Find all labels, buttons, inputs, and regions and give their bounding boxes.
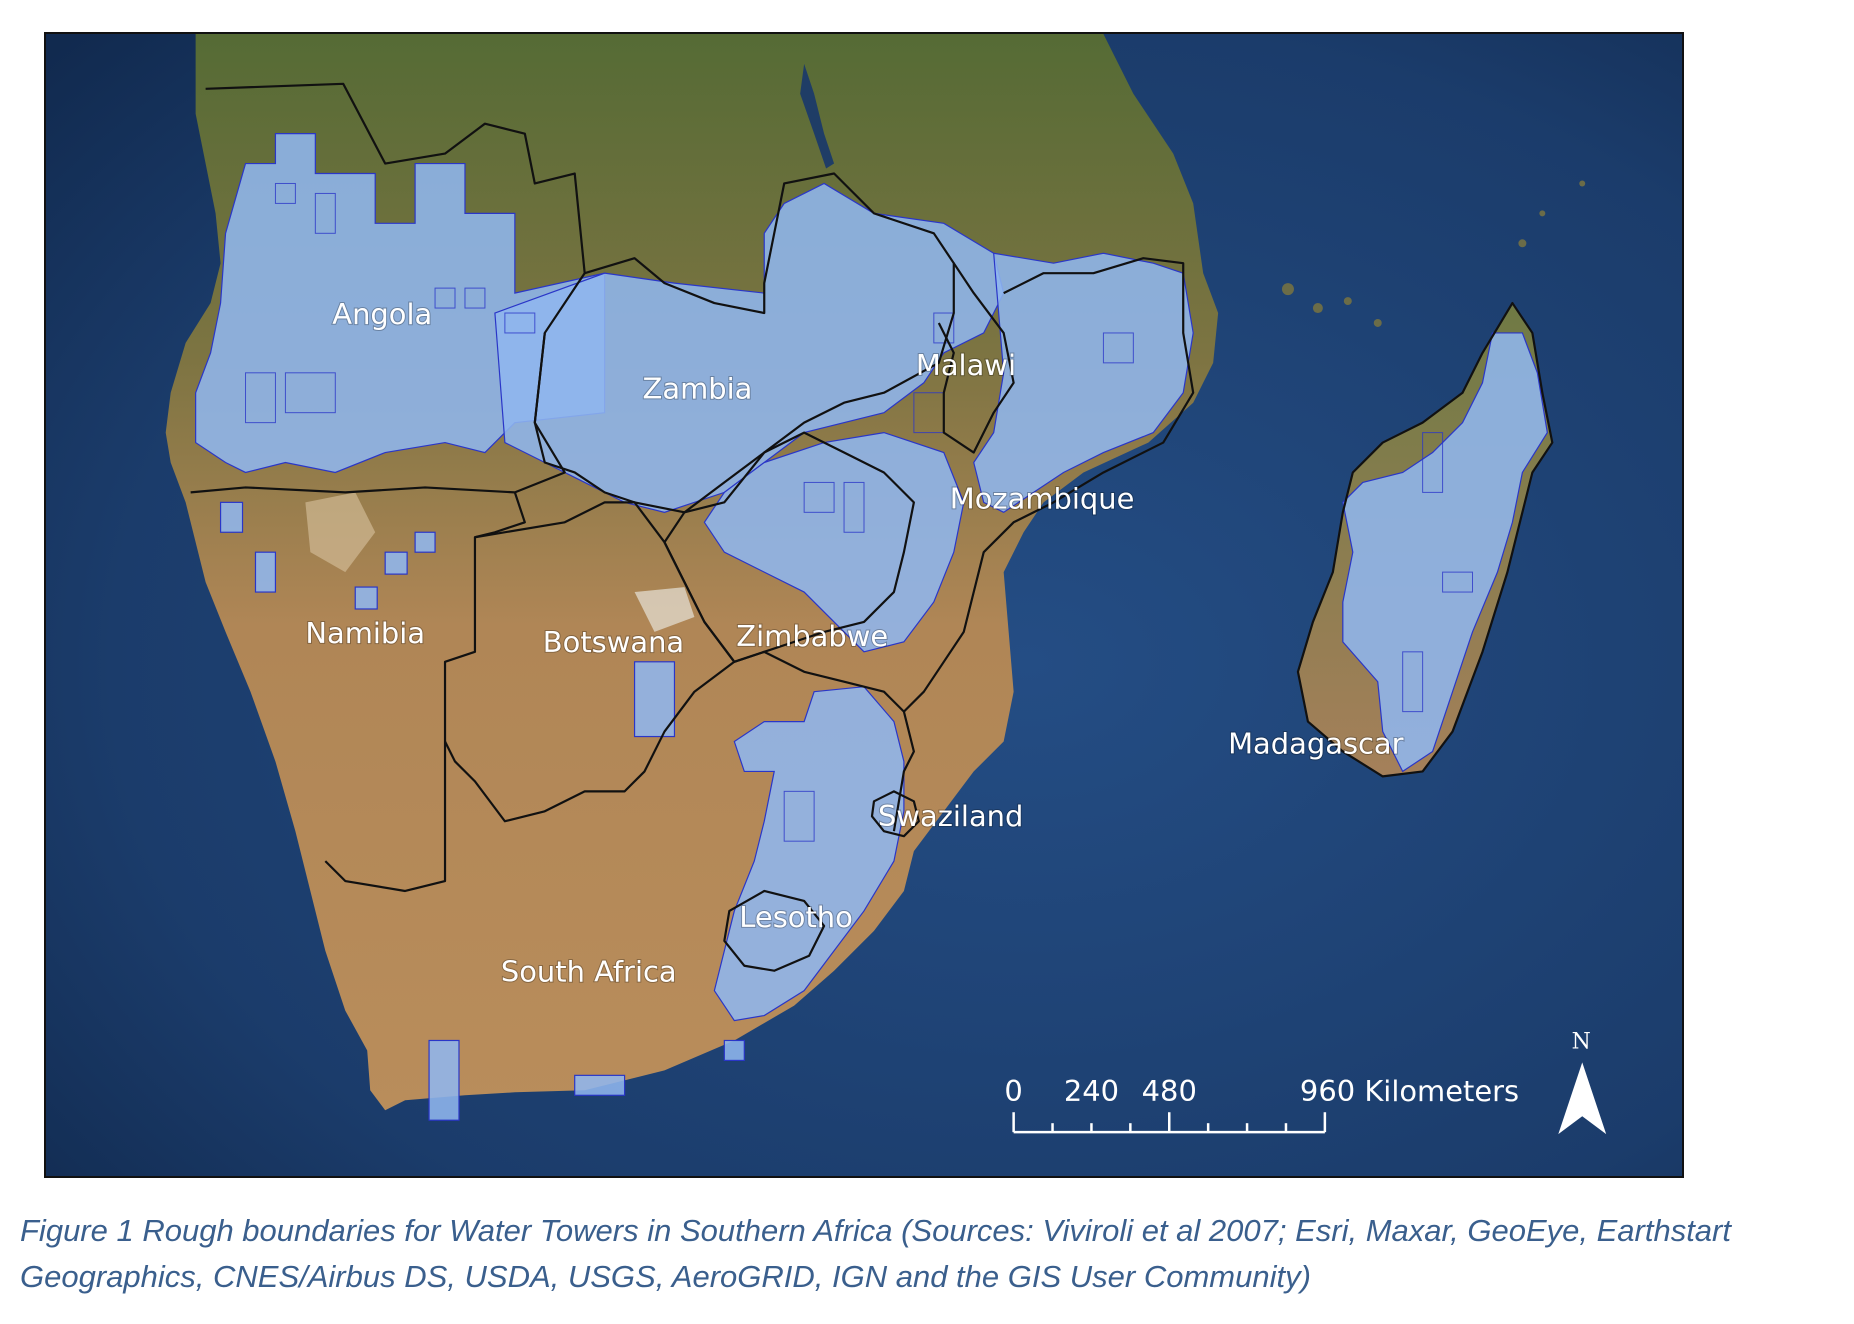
water-tower-namibia-4: [384, 551, 408, 575]
border-madagascar: [1296, 301, 1554, 778]
label-zimbabwe: Zimbabwe: [736, 619, 888, 653]
north-label: N: [1572, 1029, 1591, 1054]
water-tower-botswana: [633, 661, 676, 738]
water-tower-madagascar: [1342, 332, 1548, 773]
water-tower-western-cape-2: [574, 1074, 626, 1096]
border-botswana: [444, 501, 736, 823]
north-arrow-icon: [1558, 1062, 1607, 1135]
water-tower-zambia: [494, 182, 1005, 513]
water-tower-namibia-5: [414, 531, 436, 553]
satellite-map: Angola Zambia Malawi Mozambique Namibia …: [46, 34, 1682, 1176]
water-tower-regions: [195, 133, 1548, 1121]
scale-label-240: 240: [1064, 1074, 1119, 1108]
label-namibia: Namibia: [305, 616, 425, 650]
border-malawi: [937, 262, 1015, 454]
label-lesotho: Lesotho: [739, 900, 853, 934]
caption-line-2: Geographics, CNES/Airbus DS, USDA, USGS,…: [20, 1259, 1311, 1294]
label-malawi: Malawi: [916, 348, 1016, 382]
scale-label-0: 0: [1004, 1074, 1022, 1108]
desert-patch: [305, 492, 376, 573]
water-tower-western-cape-1: [428, 1039, 460, 1121]
map-frame: Angola Zambia Malawi Mozambique Namibia …: [44, 32, 1684, 1178]
water-tower-south-africa-east: [713, 686, 905, 1022]
scale-bar: 0 240 480 960 Kilometers: [1004, 1074, 1519, 1134]
water-tower-south-1: [723, 1039, 745, 1062]
label-south-africa: South Africa: [501, 955, 677, 989]
country-labels: Angola Zambia Malawi Mozambique Namibia …: [304, 296, 1404, 990]
country-borders: [190, 82, 1554, 972]
caption-line-1: Figure 1 Rough boundaries for Water Towe…: [20, 1213, 1731, 1248]
label-zambia: Zambia: [643, 372, 753, 406]
label-angola: Angola: [332, 297, 432, 331]
border-namibia-east: [324, 492, 526, 893]
water-tower-namibia-2: [254, 551, 277, 593]
label-botswana: Botswana: [543, 625, 684, 659]
water-tower-namibia-3: [354, 586, 378, 610]
label-madagascar: Madagascar: [1228, 726, 1404, 760]
lake-tanganyika: [800, 63, 835, 169]
comoros-islands: [1281, 180, 1586, 327]
figure-caption: Figure 1 Rough boundaries for Water Towe…: [20, 1208, 1840, 1300]
border-lesotho: [723, 889, 826, 972]
border-south-africa-north: [733, 650, 915, 832]
north-arrow: N: [1558, 1029, 1607, 1135]
scale-label-480: 480: [1142, 1074, 1197, 1108]
scale-bar-line: [1012, 1112, 1327, 1134]
scale-label-960: 960 Kilometers: [1300, 1074, 1519, 1108]
border-swaziland: [870, 790, 920, 838]
label-swaziland: Swaziland: [878, 799, 1023, 833]
salt-pan: [634, 587, 695, 632]
label-mozambique: Mozambique: [950, 481, 1135, 515]
border-mozambique: [903, 257, 1195, 713]
water-tower-namibia-1: [219, 501, 244, 533]
